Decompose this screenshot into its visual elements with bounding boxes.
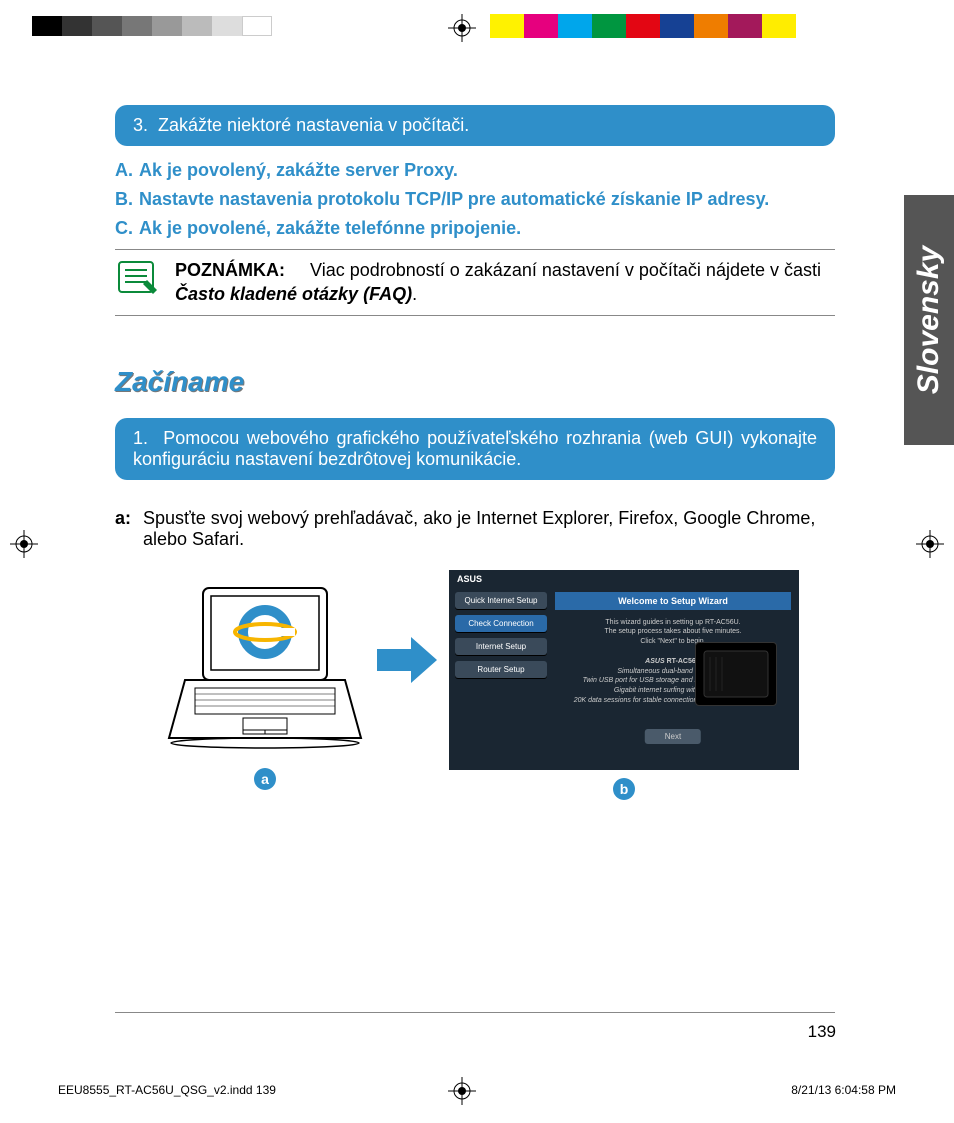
setup-wizard-screenshot: ASUS Quick Internet Setup Check Connecti… xyxy=(449,570,799,770)
wizard-product-brand: ASUS xyxy=(645,658,664,665)
registration-mark-icon xyxy=(448,1077,476,1105)
substep-a: a: Spusťte svoj webový prehľadávač, ako … xyxy=(115,508,835,550)
router-illustration xyxy=(695,642,777,706)
note-box: POZNÁMKA: Viac podrobností o zakázaní na… xyxy=(115,249,835,316)
wizard-sidebar-item: Check Connection xyxy=(455,615,547,632)
registration-mark-icon xyxy=(916,530,944,558)
badge-b: b xyxy=(613,778,635,800)
badge-a: a xyxy=(254,768,276,790)
list-text: Nastavte nastavenia protokolu TCP/IP pre… xyxy=(139,189,769,210)
list-item-a: A. Ak je povolený, zakážte server Proxy. xyxy=(115,160,835,181)
list-label: A. xyxy=(115,160,139,181)
wizard-brand: ASUS xyxy=(457,574,482,584)
substep-label: a: xyxy=(115,508,143,550)
step-text: Pomocou webového grafického používateľsk… xyxy=(133,428,817,469)
footer-rule xyxy=(115,1012,835,1013)
indd-date: 8/21/13 6:04:58 PM xyxy=(791,1083,896,1097)
list-item-b: B. Nastavte nastavenia protokolu TCP/IP … xyxy=(115,189,835,210)
list-text: Ak je povolený, zakážte server Proxy. xyxy=(139,160,458,181)
language-tab: Slovensky xyxy=(904,195,954,445)
wizard-title: Welcome to Setup Wizard xyxy=(555,592,791,610)
laptop-illustration xyxy=(165,580,365,755)
note-icon xyxy=(115,258,159,298)
page-number: 139 xyxy=(808,1022,836,1042)
wizard-next-button: Next xyxy=(645,729,701,744)
registration-mark-icon xyxy=(10,530,38,558)
step-number: 1. xyxy=(133,428,148,448)
wizard-sidebar-item: Router Setup xyxy=(455,661,547,678)
language-tab-label: Slovensky xyxy=(912,246,946,394)
note-faq: Často kladené otázky (FAQ) xyxy=(175,284,412,304)
heading-zaciname: Začíname xyxy=(115,366,835,398)
step-text: Zakážte niektoré nastavenia v počítači. xyxy=(158,115,469,135)
list-item-c: C. Ak je povolené, zakážte telefónne pri… xyxy=(115,218,835,239)
indd-slug: EEU8555_RT-AC56U_QSG_v2.indd 139 xyxy=(58,1083,276,1097)
note-text-1: Viac podrobností o zakázaní nastavení v … xyxy=(310,260,821,280)
list-label: C. xyxy=(115,218,139,239)
step-number: 3. xyxy=(133,115,148,135)
list-label: B. xyxy=(115,189,139,210)
wizard-sidebar-item: Quick Internet Setup xyxy=(455,592,547,609)
note-tail: . xyxy=(412,284,417,304)
registration-mark-icon xyxy=(448,14,476,42)
grayscale-swatches xyxy=(32,16,272,36)
step-box-3: 3. Zakážte niektoré nastavenia v počítač… xyxy=(115,105,835,146)
arrow-icon xyxy=(377,637,437,683)
color-swatches xyxy=(490,14,796,38)
list-text: Ak je povolené, zakážte telefónne pripoj… xyxy=(139,218,521,239)
note-label: POZNÁMKA: xyxy=(175,260,285,280)
wizard-line: This wizard guides in setting up RT-AC56… xyxy=(563,618,783,628)
step-box-1: 1. Pomocou webového grafického používate… xyxy=(115,418,835,480)
substep-text: Spusťte svoj webový prehľadávač, ako je … xyxy=(143,508,835,550)
wizard-line: The setup process takes about five minut… xyxy=(563,627,783,637)
wizard-sidebar-item: Internet Setup xyxy=(455,638,547,655)
